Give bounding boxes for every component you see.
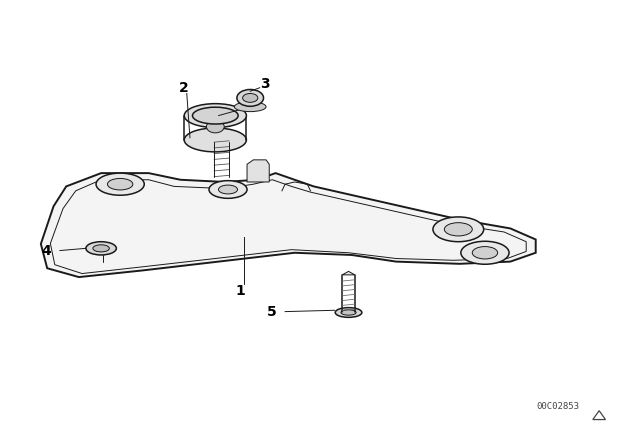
Ellipse shape <box>234 102 266 112</box>
Text: 3: 3 <box>260 77 269 91</box>
Ellipse shape <box>472 246 498 259</box>
Ellipse shape <box>218 185 237 194</box>
Ellipse shape <box>335 308 362 317</box>
Ellipse shape <box>96 173 144 195</box>
Ellipse shape <box>184 128 246 152</box>
Ellipse shape <box>207 121 224 133</box>
Text: 1: 1 <box>236 284 246 298</box>
Text: 2: 2 <box>179 81 188 95</box>
Ellipse shape <box>188 129 243 151</box>
Ellipse shape <box>237 90 264 106</box>
Text: 4: 4 <box>41 244 51 258</box>
Ellipse shape <box>86 242 116 255</box>
Text: 5: 5 <box>267 305 276 319</box>
Polygon shape <box>41 173 536 277</box>
Ellipse shape <box>108 178 133 190</box>
Text: 00C02853: 00C02853 <box>536 402 579 411</box>
Ellipse shape <box>433 217 484 242</box>
Polygon shape <box>342 271 355 275</box>
Ellipse shape <box>461 241 509 264</box>
Polygon shape <box>247 160 269 182</box>
Ellipse shape <box>193 107 238 124</box>
Ellipse shape <box>243 94 258 102</box>
Ellipse shape <box>93 245 109 252</box>
Ellipse shape <box>341 310 356 315</box>
Ellipse shape <box>209 181 247 198</box>
Ellipse shape <box>184 103 246 128</box>
Ellipse shape <box>444 223 472 236</box>
